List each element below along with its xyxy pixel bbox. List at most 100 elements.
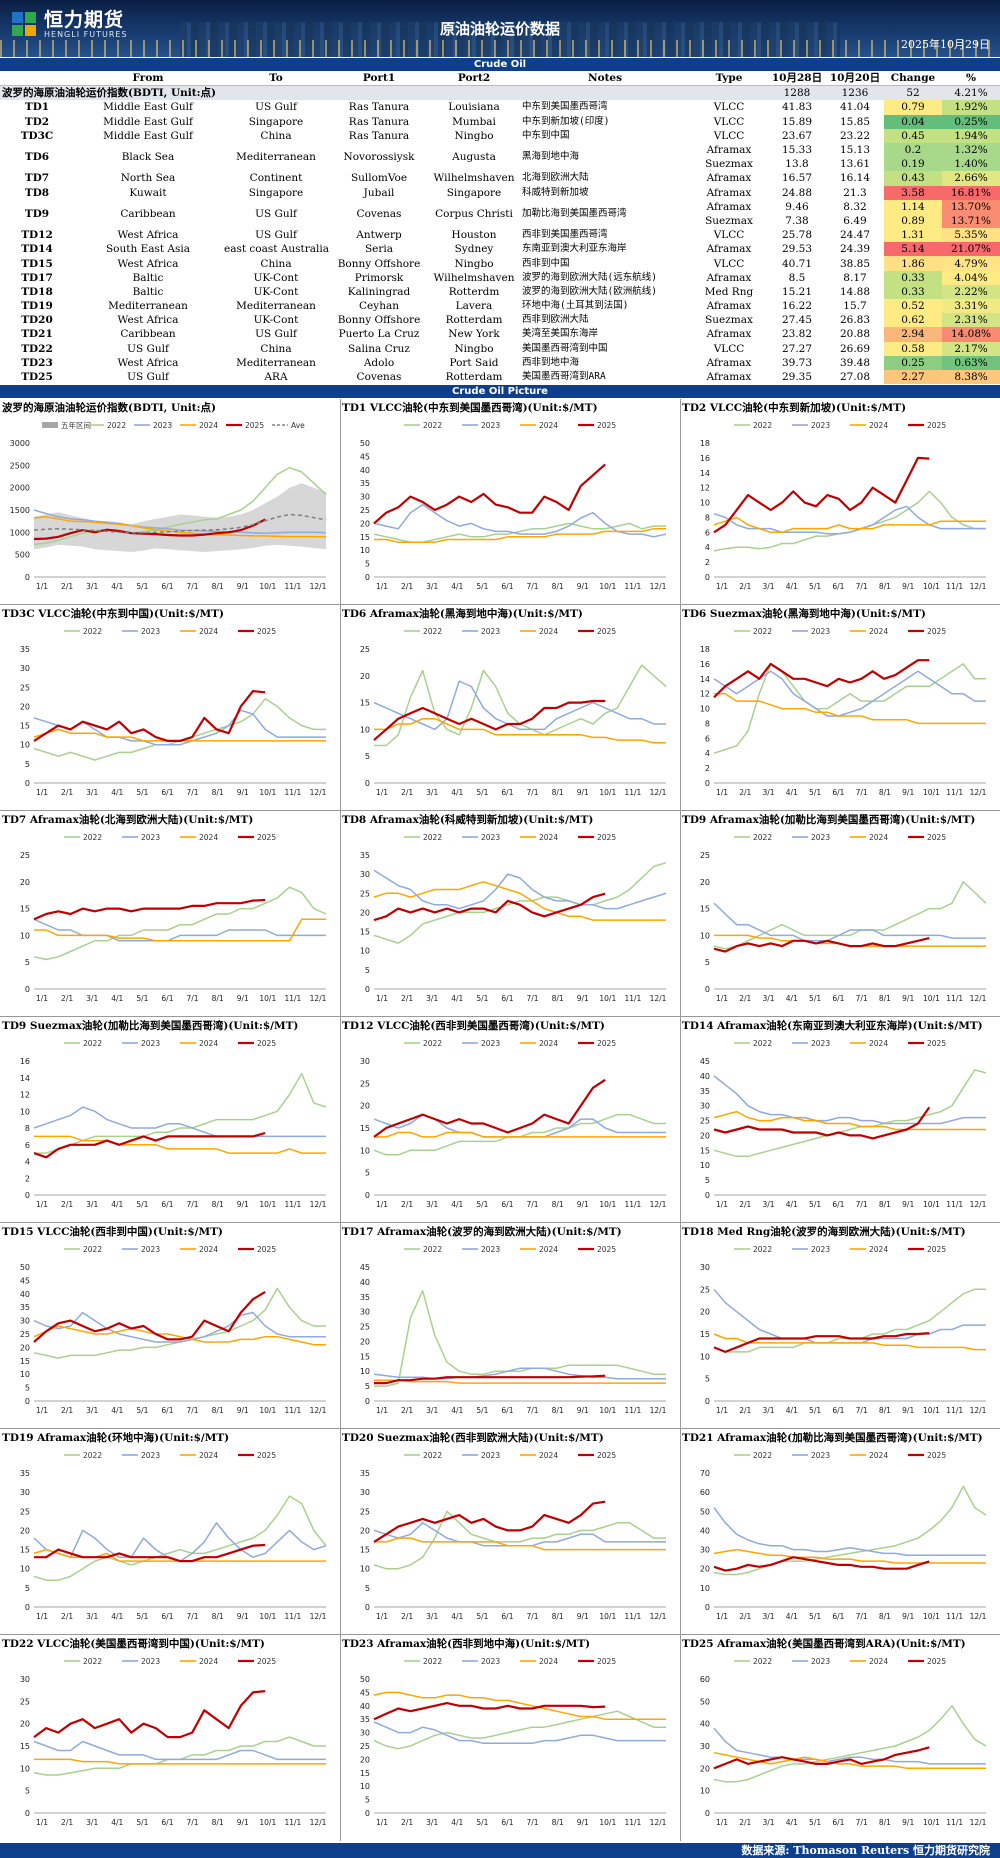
x-tick-label: 9/1: [902, 1612, 914, 1621]
x-tick-label: 3/1: [763, 788, 775, 797]
cell-type: Suezmax: [705, 314, 753, 327]
x-tick-label: 11/1: [284, 1818, 301, 1827]
cell-latest: 23.82: [781, 328, 813, 341]
x-tick-label: 1/1: [376, 994, 388, 1003]
x-tick-label: 1/1: [376, 1406, 388, 1415]
column-divider: [680, 399, 681, 1841]
x-tick-label: 10/1: [259, 1818, 276, 1827]
x-tick-label: 10/1: [923, 1200, 940, 1209]
y-tick-label: 10: [20, 1370, 30, 1379]
x-axis: 1/1 2/1 3/1 4/1 5/1 6/1 7/1 8/1 9/1 10/1 11/1 12/1: [376, 1818, 667, 1827]
series-line-2022: [713, 1705, 987, 1783]
chart-title: 波罗的海原油油轮运价指数(BDTI, Unit:点): [2, 402, 216, 414]
chart-td8: TD8 Aframax油轮(科威特到新加坡)(Unit:$/MT) 2022 202…: [340, 811, 680, 1017]
cell-to: China: [260, 129, 292, 142]
series-line-2022: [34, 1072, 327, 1154]
table-row: TD19 Mediterranean Mediterranean Ceyhan Lave…: [0, 299, 1000, 314]
y-tick-label: 5: [25, 958, 30, 967]
x-tick-label: 8/1: [552, 1200, 564, 1209]
x-tick-label: 9/1: [237, 1612, 249, 1621]
legend-label: 2023: [141, 1039, 160, 1048]
legend-label: 2025: [927, 627, 946, 636]
cell-port1: Puerto La Cruz: [338, 328, 420, 341]
chart-title: TD7 Aframax油轮(北海到欧洲大陆)(Unit:$/MT): [2, 814, 254, 826]
x-tick-label: 8/1: [552, 582, 564, 591]
x-tick-label: 3/1: [763, 1818, 775, 1827]
y-tick-label: 35: [20, 1469, 30, 1478]
legend-label: 2022: [83, 627, 102, 636]
x-tick-label: 7/1: [187, 1612, 199, 1621]
cell-latest: 7.38: [785, 214, 809, 227]
series-line-2022: [33, 886, 327, 961]
chart-title: TD8 Aframax油轮(科威特到新加坡)(Unit:$/MT): [342, 814, 594, 826]
x-axis: 1/1 2/1 3/1 4/1 5/1 6/1 7/1 8/1 9/1 10/1 11/1 12/1: [36, 1612, 327, 1621]
cell-pct: 0.63%: [942, 355, 1000, 370]
data-source-text: 数据来源: Thomason Reuters 恒力期货研究院: [741, 1844, 990, 1857]
legend-label: 2022: [83, 1245, 102, 1254]
legend-label: 2025: [257, 1039, 276, 1048]
y-tick-label: 20: [700, 1565, 710, 1574]
series-line-2023: [373, 1721, 666, 1745]
x-tick-label: 12/1: [650, 1200, 667, 1209]
y-tick-label: 5: [365, 1584, 370, 1593]
cell-port1: SullomVoe: [350, 172, 408, 185]
cell-port2: Port Said: [449, 356, 499, 369]
x-tick-label: 9/1: [902, 994, 914, 1003]
cell-prev: 16.14: [839, 172, 871, 185]
x-tick-label: 2/1: [401, 582, 413, 591]
series-line-2022: [33, 1736, 326, 1776]
cell-latest: 8.5: [788, 271, 806, 284]
y-tick-label: 8: [25, 1124, 30, 1133]
cell-prev: 8.17: [843, 271, 867, 284]
x-tick-label: 3/1: [86, 1612, 98, 1621]
legend-label: 2023: [153, 421, 172, 430]
y-axis: 0 5 10 15 20 25 30 35 40 45 50: [20, 1263, 30, 1406]
x-tick-label: 7/1: [856, 1818, 868, 1827]
y-tick-label: 30: [360, 1308, 370, 1317]
series-line-2023: [33, 918, 326, 942]
cell-from: Middle East Gulf: [103, 101, 193, 114]
cell-from: South East Asia: [105, 243, 191, 256]
y-tick-label: 25: [360, 1507, 370, 1516]
y-tick-label: 30: [700, 1102, 710, 1111]
y-tick-label: 30: [360, 1057, 370, 1066]
x-tick-label: 7/1: [187, 1818, 199, 1827]
x-tick-label: 10/1: [259, 994, 276, 1003]
x-tick-label: 12/1: [650, 1818, 667, 1827]
x-tick-label: 1/1: [36, 582, 48, 591]
x-tick-label: 3/1: [763, 994, 775, 1003]
x-tick-label: 2/1: [61, 1818, 73, 1827]
y-tick-label: 30: [20, 1488, 30, 1497]
x-tick-label: 10/1: [599, 1818, 616, 1827]
x-tick-label: 7/1: [856, 582, 868, 591]
x-tick-label: 10/1: [599, 1612, 616, 1621]
cell-route: TD15: [21, 257, 53, 270]
cell-latest: 39.73: [781, 356, 813, 369]
x-tick-label: 12/1: [970, 582, 987, 591]
header-latest: 10月28日: [768, 71, 826, 87]
y-tick-label: 25: [20, 851, 30, 860]
x-tick-label: 12/1: [650, 582, 667, 591]
y-tick-label: 20: [20, 702, 30, 711]
x-tick-label: 11/1: [946, 1200, 963, 1209]
series-line-2025: [713, 659, 930, 699]
chart-legend: 2022 2023 2024 2025: [734, 1451, 946, 1460]
y-tick-label: 12: [700, 484, 710, 493]
x-tick-label: 5/1: [476, 994, 488, 1003]
y-tick-label: 0: [365, 985, 370, 994]
y-tick-label: 35: [360, 1469, 370, 1478]
cell-type: VLCC: [713, 101, 745, 114]
y-tick-label: 25: [360, 645, 370, 654]
chart-td25: TD25 Aframax油轮(美国墨西哥湾到ARA)(Unit:$/MT) 202…: [680, 1635, 1000, 1841]
x-tick-label: 8/1: [212, 1818, 224, 1827]
y-tick-label: 10: [700, 705, 710, 714]
x-tick-label: 12/1: [310, 1612, 327, 1621]
cell-type: Suezmax: [705, 158, 753, 171]
cell-port1: Jubail: [363, 186, 395, 199]
cell-pct: 1.92%: [942, 100, 1000, 115]
cell-pct: 14.08%: [942, 327, 1000, 342]
chart-svg: 2022 2023 2024 2025 0 2 4 6 8 10 12 14 16 1/1 2/1 3/1 4/…: [20, 1039, 327, 1209]
cell-prev: 41.04: [839, 101, 871, 114]
